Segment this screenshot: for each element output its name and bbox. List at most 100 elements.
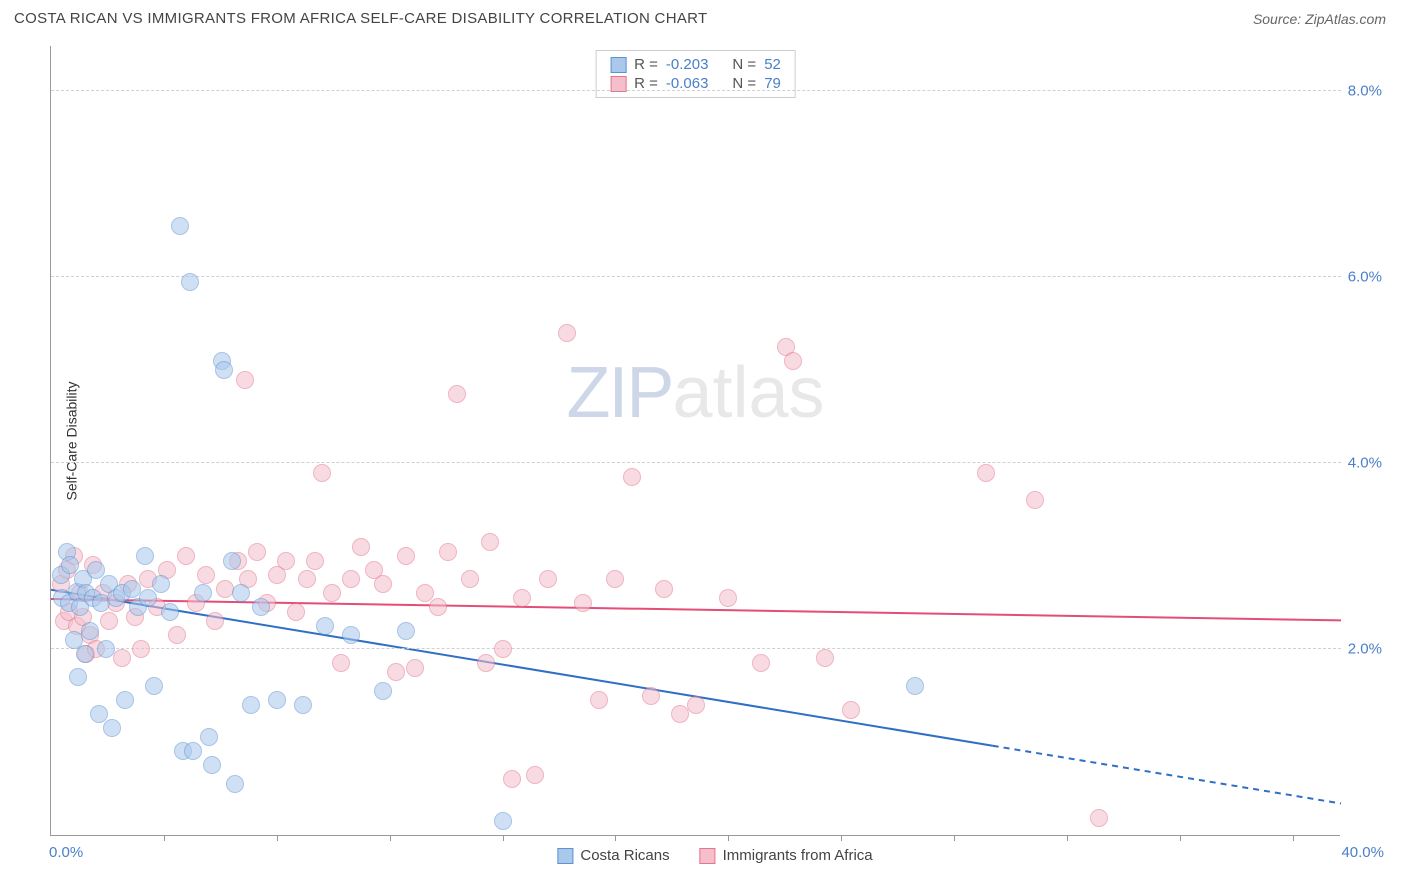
scatter-point (136, 547, 154, 565)
scatter-point (268, 691, 286, 709)
trend-lines (51, 46, 1341, 836)
swatch-series-2 (610, 76, 626, 92)
scatter-point (342, 626, 360, 644)
scatter-point (332, 654, 350, 672)
scatter-point (76, 645, 94, 663)
legend-swatch-2 (700, 848, 716, 864)
legend-label-1: Costa Ricans (580, 847, 669, 864)
scatter-point (200, 728, 218, 746)
scatter-point (387, 663, 405, 681)
legend-swatch-1 (557, 848, 573, 864)
scatter-point (481, 533, 499, 551)
scatter-point (342, 570, 360, 588)
x-tick (164, 835, 165, 841)
scatter-point (252, 598, 270, 616)
scatter-point (352, 538, 370, 556)
scatter-point (558, 324, 576, 342)
scatter-point (168, 626, 186, 644)
scatter-point (226, 775, 244, 793)
x-tick (1180, 835, 1181, 841)
scatter-point (242, 696, 260, 714)
scatter-point (539, 570, 557, 588)
scatter-point (294, 696, 312, 714)
scatter-point (687, 696, 705, 714)
gridline (51, 648, 1341, 649)
scatter-point (590, 691, 608, 709)
scatter-point (161, 603, 179, 621)
scatter-point (397, 622, 415, 640)
scatter-point (439, 543, 457, 561)
scatter-point (906, 677, 924, 695)
n-value-1: 52 (764, 56, 781, 73)
y-tick-label: 2.0% (1348, 641, 1382, 658)
scatter-point (494, 812, 512, 830)
scatter-point (184, 742, 202, 760)
scatter-point (606, 570, 624, 588)
chart-container: Self-Care Disability ZIPatlas R = -0.203… (50, 46, 1380, 836)
scatter-point (132, 640, 150, 658)
x-tick (615, 835, 616, 841)
x-axis-max-label: 40.0% (1341, 844, 1384, 861)
x-tick (954, 835, 955, 841)
bottom-legend: Costa Ricans Immigrants from Africa (557, 847, 872, 864)
scatter-point (100, 612, 118, 630)
gridline (51, 90, 1341, 91)
scatter-point (139, 589, 157, 607)
scatter-point (306, 552, 324, 570)
scatter-point (1090, 809, 1108, 827)
scatter-point (323, 584, 341, 602)
plot-area: ZIPatlas R = -0.203 N = 52 R = -0.063 N … (50, 46, 1340, 836)
y-tick-label: 4.0% (1348, 455, 1382, 472)
x-tick (277, 835, 278, 841)
scatter-point (397, 547, 415, 565)
scatter-point (69, 668, 87, 686)
scatter-point (145, 677, 163, 695)
trend-line-dashed (993, 746, 1341, 804)
scatter-point (206, 612, 224, 630)
scatter-point (623, 468, 641, 486)
x-tick (1067, 835, 1068, 841)
scatter-point (448, 385, 466, 403)
scatter-point (223, 552, 241, 570)
legend-item-1: Costa Ricans (557, 847, 669, 864)
scatter-point (429, 598, 447, 616)
scatter-point (97, 640, 115, 658)
swatch-series-1 (610, 57, 626, 73)
scatter-point (477, 654, 495, 672)
scatter-point (374, 682, 392, 700)
scatter-point (574, 594, 592, 612)
gridline (51, 462, 1341, 463)
scatter-point (842, 701, 860, 719)
scatter-point (752, 654, 770, 672)
scatter-point (313, 464, 331, 482)
source-label: Source: ZipAtlas.com (1253, 11, 1386, 27)
scatter-point (152, 575, 170, 593)
y-tick-label: 6.0% (1348, 269, 1382, 286)
scatter-point (203, 756, 221, 774)
scatter-point (671, 705, 689, 723)
scatter-point (784, 352, 802, 370)
x-tick (390, 835, 391, 841)
scatter-point (642, 687, 660, 705)
scatter-point (181, 273, 199, 291)
scatter-point (655, 580, 673, 598)
scatter-point (197, 566, 215, 584)
x-tick (841, 835, 842, 841)
chart-title: COSTA RICAN VS IMMIGRANTS FROM AFRICA SE… (14, 10, 707, 27)
scatter-point (177, 547, 195, 565)
trend-line-solid (51, 599, 1341, 620)
legend-label-2: Immigrants from Africa (723, 847, 873, 864)
scatter-point (171, 217, 189, 235)
scatter-point (248, 543, 266, 561)
scatter-point (526, 766, 544, 784)
x-axis-min-label: 0.0% (49, 844, 83, 861)
scatter-point (215, 361, 233, 379)
scatter-point (81, 622, 99, 640)
legend-item-2: Immigrants from Africa (700, 847, 873, 864)
scatter-point (287, 603, 305, 621)
scatter-point (236, 371, 254, 389)
scatter-point (298, 570, 316, 588)
scatter-point (194, 584, 212, 602)
x-tick (503, 835, 504, 841)
gridline (51, 276, 1341, 277)
